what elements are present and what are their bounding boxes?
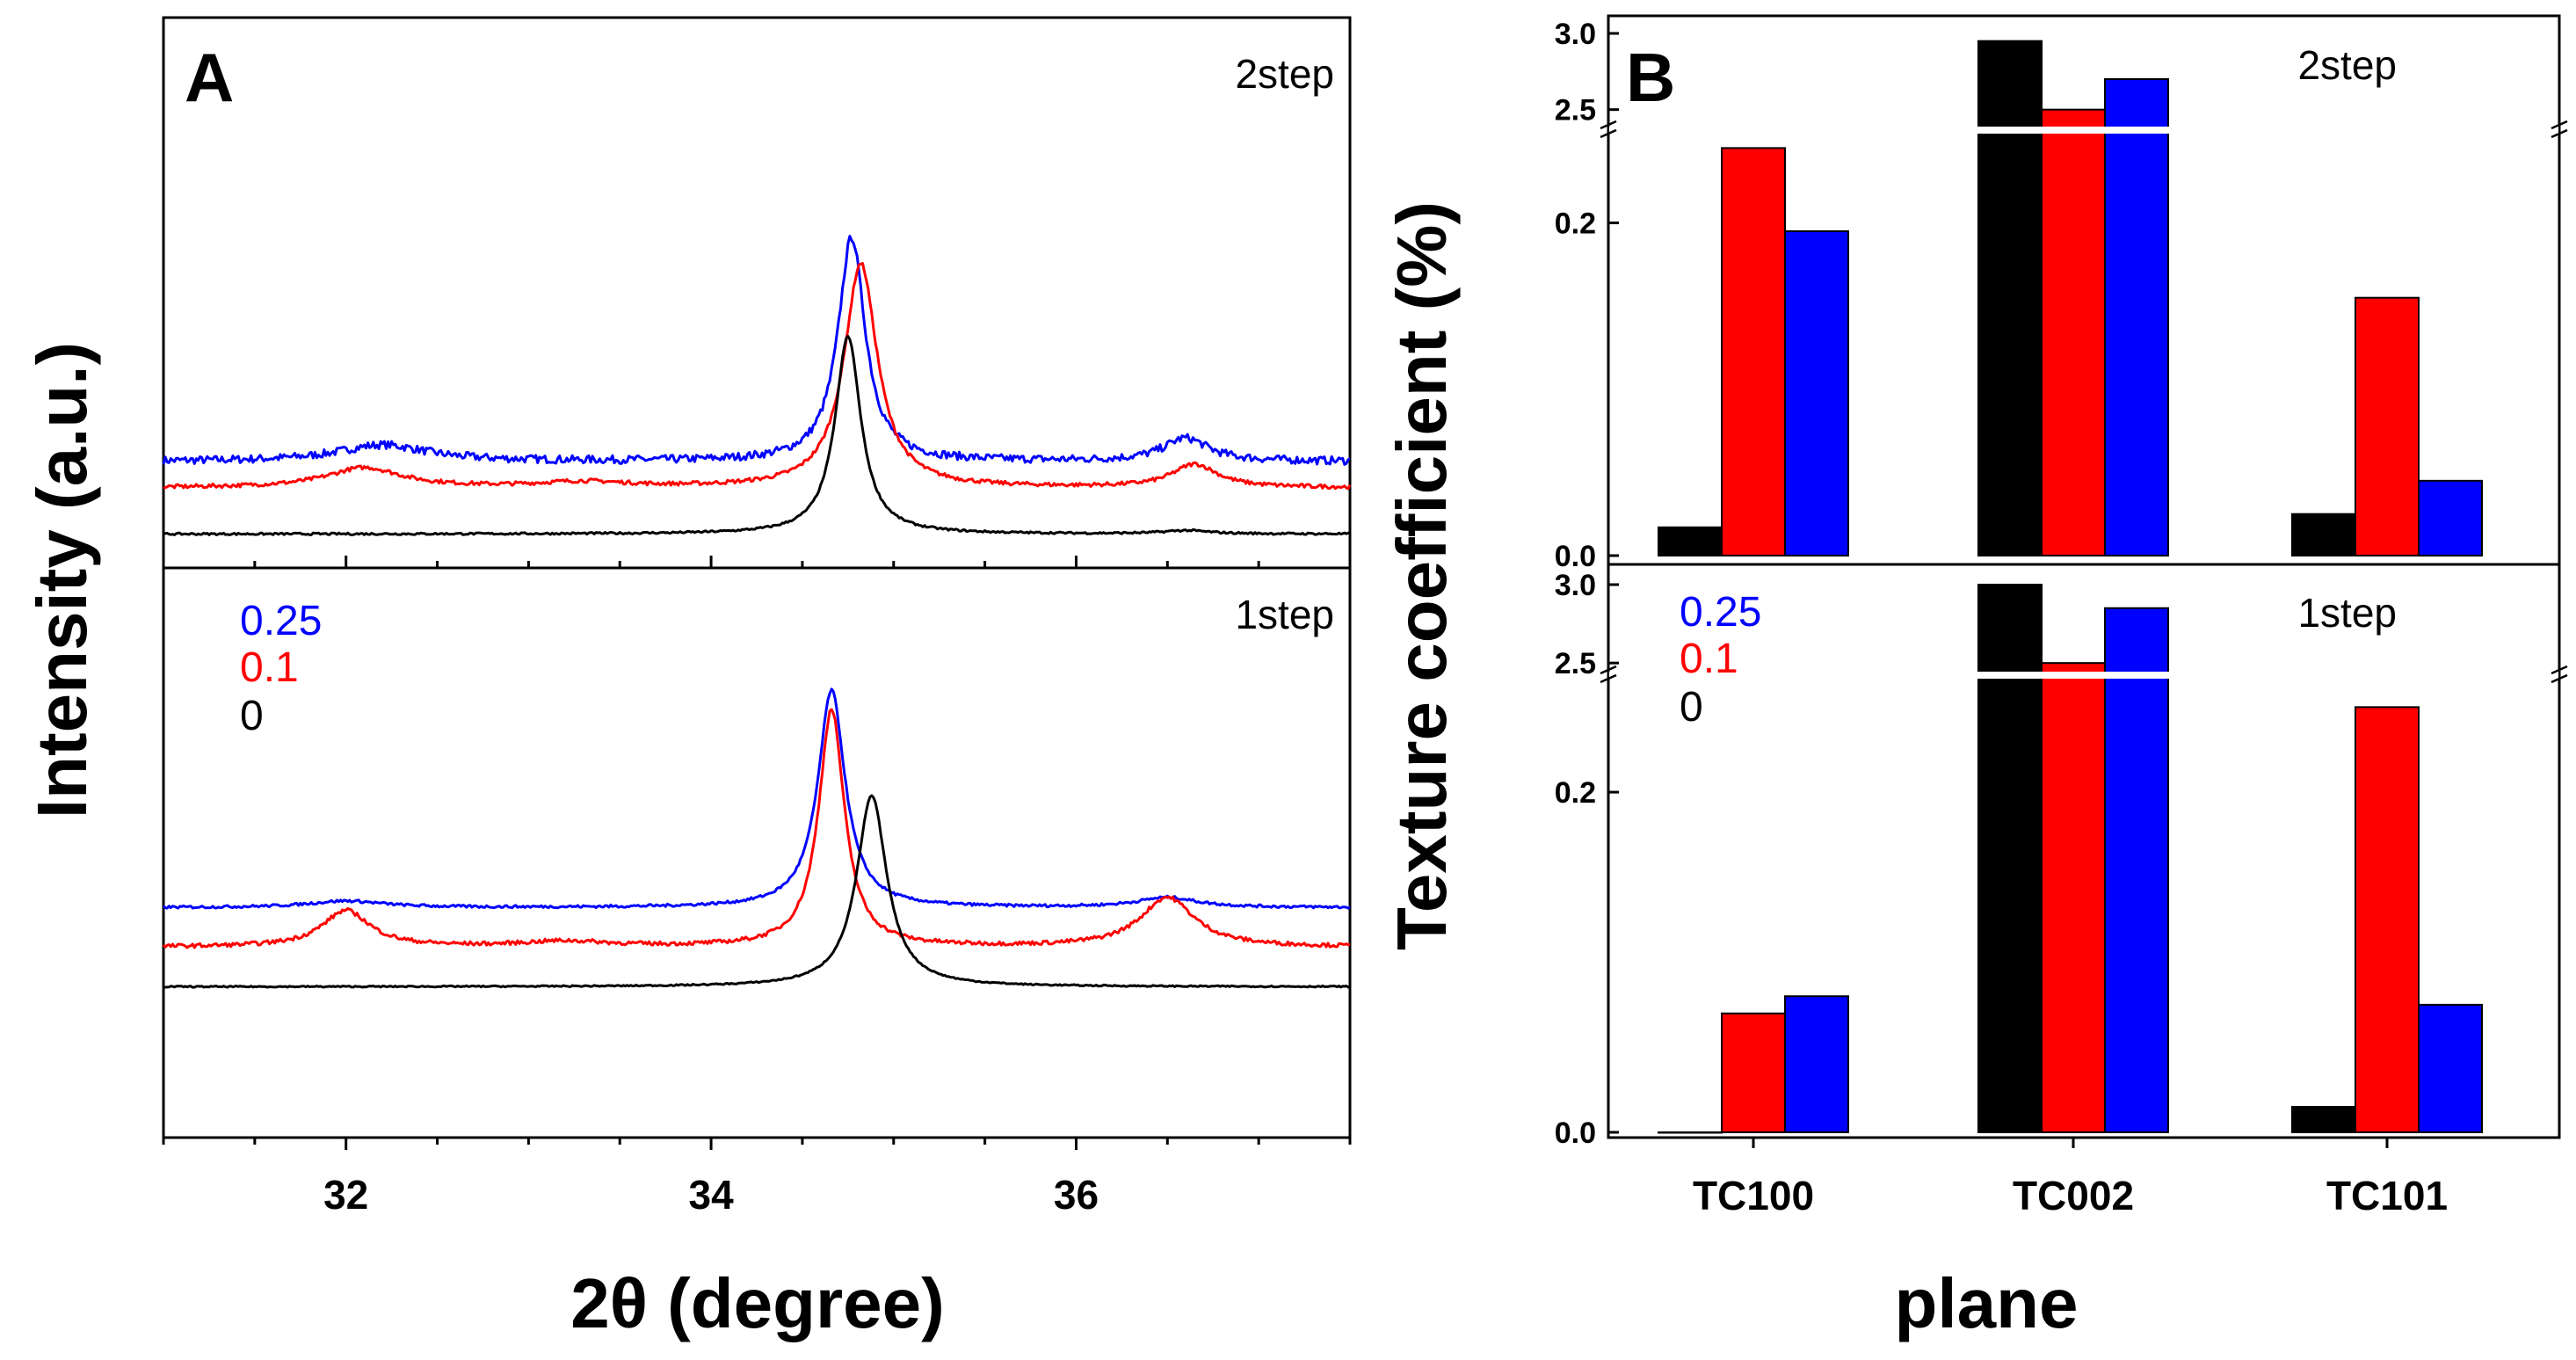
- bar-1step-TC101-0: [2291, 1105, 2356, 1133]
- bar-2step-TC100-0.1: [1721, 147, 1786, 556]
- panel-b-bottom-label: 1step: [2297, 590, 2397, 636]
- panel-a-x-ticks: 32 34 36: [162, 556, 1352, 1218]
- xrd-trace-1step-0.25: [162, 687, 1351, 910]
- panel-a-bottom-label: 1step: [1235, 592, 1334, 637]
- xrd-trace-2step-0.25: [162, 235, 1351, 466]
- bar-2step-TC100-0: [1658, 526, 1723, 556]
- axis-break-mark: [1600, 120, 1617, 139]
- xrd-trace-2step-0.1: [163, 262, 1352, 491]
- x-tick-label: 32: [323, 1172, 368, 1218]
- y-tick-label: 3.0: [1555, 18, 1596, 51]
- axis-break-mark: [2551, 665, 2568, 684]
- bar-1step-TC002-0.1: [2041, 662, 2106, 1133]
- bar-2step-TC002-0.1: [2041, 108, 2106, 557]
- y-tick-label: 0.0: [1555, 540, 1596, 573]
- category-label-TC100: TC100: [1693, 1173, 1814, 1218]
- bar-2step-TC101-0.25: [2418, 479, 2483, 556]
- axis-break-gap: [1609, 672, 2558, 679]
- panel-a-letter: A: [185, 39, 234, 116]
- panel-a-legend-025: 0.25: [240, 598, 322, 644]
- panel-b-legend-01: 0.1: [1680, 636, 1738, 682]
- bar-2step-TC101-0: [2291, 513, 2356, 557]
- category-label-TC002: TC002: [2013, 1173, 2134, 1218]
- bar-2step-TC002-0: [1977, 40, 2043, 556]
- panel-a-bottom-traces: [162, 687, 1351, 989]
- bar-1step-TC002-0: [1977, 584, 2043, 1133]
- xrd-trace-1step-0: [163, 794, 1351, 989]
- panel-a-legend-01: 0.1: [240, 644, 299, 691]
- y-tick-label: 0.0: [1555, 1116, 1596, 1150]
- panel-b-top-label: 2step: [2297, 42, 2397, 88]
- y-tick-label: 3.0: [1555, 569, 1596, 602]
- panel-a-x-axis-title: 2θ (degree): [570, 1264, 945, 1342]
- y-tick-label: 2.5: [1555, 647, 1596, 680]
- panel-b-top-bars: [1609, 40, 2558, 557]
- panel-a: 32 34 36 A 2step 1step 0.25 0.1 0 Intensit…: [23, 16, 1352, 1342]
- y-tick-label: 0.2: [1555, 776, 1596, 810]
- y-tick-label: 2.5: [1555, 94, 1596, 127]
- panel-b-legend-025: 0.25: [1680, 589, 1761, 636]
- panel-b-y-axis-title: Texture coefficient (%): [1382, 201, 1461, 950]
- panel-b-bottom-bars: [1609, 584, 2558, 1134]
- bar-1step-TC101-0.1: [2355, 706, 2420, 1133]
- panel-a-y-axis-title: Intensity (a.u.): [23, 342, 101, 818]
- x-tick-label: 34: [688, 1172, 734, 1218]
- axis-break-gap: [1609, 127, 2558, 134]
- bar-1step-TC100-0.25: [1784, 995, 1849, 1133]
- panel-a-top-label: 2step: [1235, 51, 1334, 97]
- bar-1step-TC002-0.25: [2104, 607, 2169, 1133]
- axis-break-mark: [1600, 665, 1617, 684]
- panel-b-x-axis-title: plane: [1895, 1264, 2079, 1342]
- xrd-trace-2step-0: [163, 335, 1351, 536]
- bar-2step-TC101-0.1: [2355, 296, 2420, 556]
- panel-b-legend-0: 0: [1680, 684, 1703, 731]
- bar-2step-TC002-0.25: [2104, 78, 2169, 556]
- bar-1step-TC100-0.1: [1721, 1012, 1786, 1134]
- bar-2step-TC100-0.25: [1784, 230, 1849, 556]
- panel-a-bottom-frame: [162, 566, 1352, 1139]
- x-tick-label: 36: [1054, 1172, 1099, 1218]
- bar-1step-TC100-0: [1658, 1131, 1723, 1134]
- category-label-TC101: TC101: [2326, 1173, 2448, 1218]
- xrd-trace-1step-0.1: [162, 708, 1351, 949]
- panel-a-legend-0: 0: [240, 693, 264, 739]
- axis-break-mark: [2551, 120, 2568, 139]
- bar-1step-TC101-0.25: [2418, 1003, 2483, 1133]
- panel-a-top-traces: [162, 235, 1352, 536]
- panel-b-bottom-frame: [1607, 563, 2561, 1139]
- y-tick-label: 0.2: [1555, 207, 1596, 241]
- panel-b-letter: B: [1626, 39, 1675, 116]
